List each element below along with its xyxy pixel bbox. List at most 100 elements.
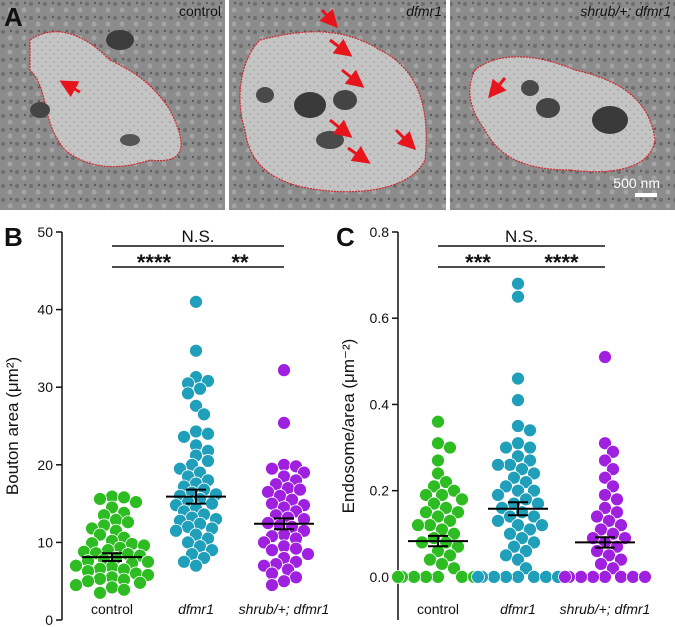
- data-point: [189, 424, 203, 439]
- data-point: [626, 569, 640, 584]
- data-point: [435, 557, 449, 571]
- data-point: [197, 407, 211, 422]
- data-point: [511, 289, 525, 304]
- data-point: [277, 574, 291, 589]
- y-axis-label: Bouton area (μm²): [3, 357, 22, 495]
- data-point: [447, 561, 461, 576]
- data-point: [606, 462, 620, 477]
- data-point: [81, 574, 95, 589]
- data-point: [606, 479, 620, 494]
- data-point: [499, 440, 513, 455]
- image-label: dfmr1: [406, 3, 442, 19]
- data-point: [265, 566, 279, 581]
- data-point: [511, 276, 525, 291]
- data-point: [511, 483, 525, 498]
- data-point: [527, 466, 541, 481]
- data-point: [471, 569, 485, 584]
- data-point: [277, 415, 291, 430]
- data-point: [189, 558, 203, 573]
- data-point: [189, 398, 203, 413]
- data-point: [289, 541, 303, 556]
- data-point: [519, 492, 533, 507]
- data-point: [293, 482, 307, 497]
- data-point: [455, 569, 469, 584]
- data-point: [511, 436, 525, 451]
- y-tick-label: 0.4: [370, 396, 390, 412]
- data-point: [431, 509, 445, 524]
- data-point: [515, 462, 529, 477]
- data-point: [193, 381, 207, 396]
- data-point: [491, 513, 505, 528]
- data-point: [590, 509, 604, 524]
- image-label: control: [179, 3, 221, 19]
- data-point: [407, 569, 421, 584]
- significance-label: ****: [544, 250, 579, 275]
- data-point: [539, 569, 553, 584]
- data-point: [602, 513, 616, 528]
- em-image: [0, 0, 225, 210]
- data-point: [535, 518, 549, 533]
- data-point: [443, 513, 457, 528]
- data-point: [527, 483, 541, 498]
- x-tick-label: control: [417, 601, 459, 617]
- data-point: [443, 548, 457, 563]
- data-point: [427, 479, 441, 494]
- significance-label: **: [231, 250, 249, 275]
- em-image: [450, 0, 675, 210]
- error-bar: [428, 534, 448, 548]
- data-point: [527, 569, 541, 584]
- significance-label: N.S.: [505, 227, 538, 246]
- y-tick-label: 0.8: [370, 224, 390, 240]
- x-tick-label: shrub/+; dfmr1: [239, 601, 330, 617]
- data-point: [177, 429, 191, 444]
- data-point: [519, 544, 533, 558]
- data-point: [594, 522, 608, 537]
- panel-label: C: [336, 222, 355, 252]
- data-point: [610, 492, 624, 507]
- x-tick-label: dfmr1: [178, 601, 214, 617]
- y-tick-label: 0.2: [370, 483, 390, 499]
- data-point: [431, 436, 445, 451]
- x-tick-label: control: [91, 601, 133, 617]
- data-point: [606, 561, 620, 576]
- data-point: [491, 457, 505, 472]
- data-point: [419, 488, 433, 502]
- data-point: [507, 470, 521, 485]
- data-point: [598, 470, 612, 485]
- y-tick-label: 10: [37, 534, 53, 550]
- data-point: [527, 535, 541, 550]
- data-point: [189, 294, 203, 309]
- data-point: [499, 548, 513, 563]
- scale-bar-label: 500 nm: [613, 175, 660, 191]
- panel-label: B: [4, 222, 23, 252]
- data-point: [499, 569, 513, 584]
- data-point: [69, 558, 83, 573]
- data-point: [69, 578, 83, 592]
- error-bar: [508, 501, 528, 517]
- data-point: [511, 552, 525, 567]
- data-point: [602, 548, 616, 563]
- y-tick-label: 0.0: [370, 569, 390, 585]
- image-label: shrub/+; dfmr1: [580, 3, 671, 19]
- error-bar: [186, 488, 206, 505]
- data-point: [598, 488, 612, 502]
- data-point: [265, 543, 279, 558]
- significance-label: N.S.: [181, 227, 214, 246]
- data-point: [511, 371, 525, 386]
- data-point: [598, 569, 612, 584]
- significance-label: ***: [465, 250, 491, 275]
- data-point: [527, 509, 541, 524]
- data-point: [523, 453, 537, 468]
- data-point: [423, 552, 437, 567]
- y-tick-label: 50: [37, 224, 53, 240]
- data-point: [133, 575, 147, 590]
- error-bar: [595, 536, 615, 549]
- data-point: [523, 522, 537, 537]
- panel-label: A: [4, 2, 23, 32]
- data-point: [443, 440, 457, 455]
- significance-label: ****: [137, 250, 172, 275]
- data-point: [558, 569, 572, 584]
- data-point: [201, 454, 215, 468]
- data-point: [129, 495, 143, 509]
- data-point: [574, 569, 588, 584]
